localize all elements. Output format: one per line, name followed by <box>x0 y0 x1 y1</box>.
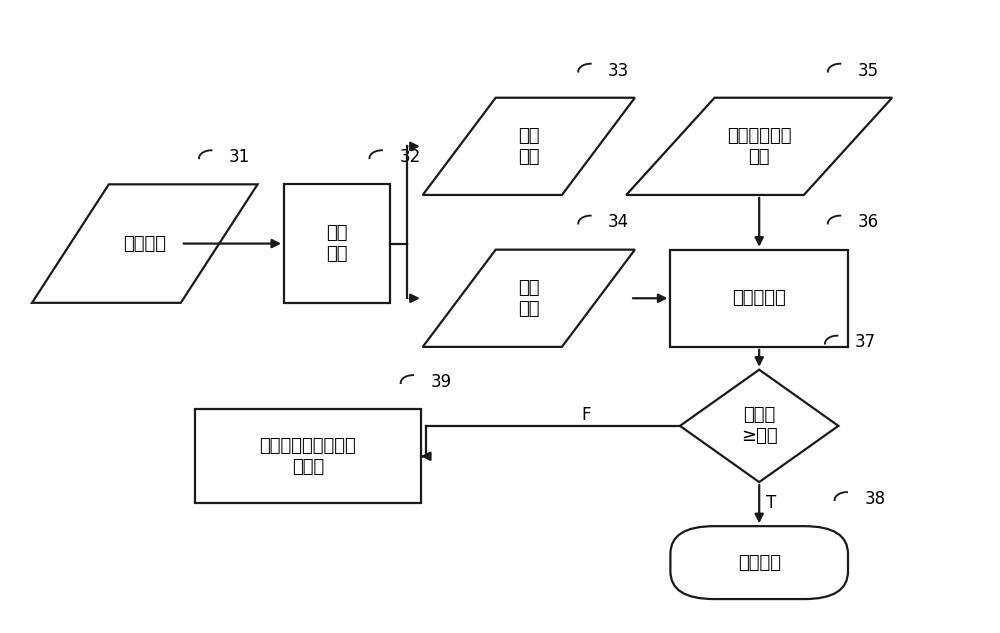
Text: T: T <box>766 494 776 512</box>
Text: 重算覆盖率: 重算覆盖率 <box>732 289 786 307</box>
Text: 33: 33 <box>608 61 629 80</box>
Bar <box>195 409 421 503</box>
Text: 用户源码覆盖
信息: 用户源码覆盖 信息 <box>727 127 791 166</box>
Text: 34: 34 <box>608 213 629 232</box>
Text: 提示测试不全，需完
善用例: 提示测试不全，需完 善用例 <box>260 437 356 475</box>
Bar <box>670 249 848 347</box>
Text: 分离
处理: 分离 处理 <box>326 224 348 263</box>
Text: 覆盖率
≥阈值: 覆盖率 ≥阈值 <box>741 406 778 445</box>
Text: 39: 39 <box>430 373 452 391</box>
Text: 用户
源码: 用户 源码 <box>518 279 540 318</box>
Text: 混合源码: 混合源码 <box>123 235 166 253</box>
Text: 36: 36 <box>858 213 879 232</box>
Bar <box>284 184 390 303</box>
Text: 37: 37 <box>855 334 876 351</box>
Text: 32: 32 <box>399 148 420 166</box>
Text: 35: 35 <box>858 61 879 80</box>
Text: F: F <box>581 406 591 424</box>
Text: 系统
源码: 系统 源码 <box>518 127 540 166</box>
Text: 测试结束: 测试结束 <box>738 554 781 572</box>
Text: 38: 38 <box>864 490 885 508</box>
Text: 31: 31 <box>229 148 250 166</box>
